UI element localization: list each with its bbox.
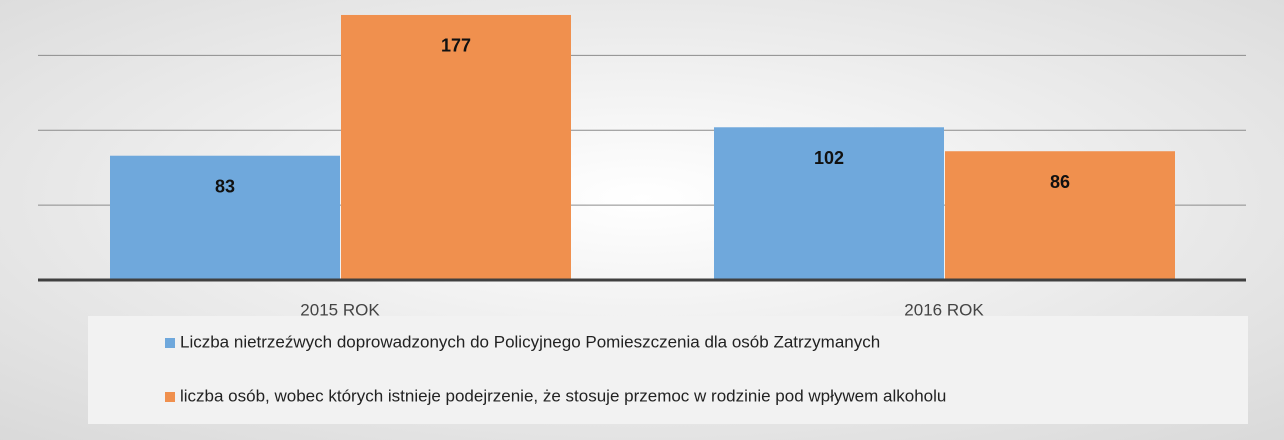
x-tick-label: 2016 ROK — [904, 300, 984, 319]
data-label: 102 — [814, 148, 844, 168]
data-label: 86 — [1050, 172, 1070, 192]
bar — [714, 127, 944, 280]
data-label: 177 — [441, 36, 471, 56]
bar — [945, 151, 1175, 280]
legend-box — [88, 316, 1248, 424]
legend-label: liczba osób, wobec których istnieje pode… — [180, 386, 946, 405]
x-tick-label: 2015 ROK — [300, 300, 380, 319]
legend-swatch — [165, 392, 175, 402]
legend-swatch — [165, 338, 175, 348]
data-label: 83 — [215, 176, 235, 196]
bar — [110, 155, 340, 280]
bar — [341, 14, 571, 280]
legend-label: Liczba nietrzeźwych doprowadzonych do Po… — [180, 332, 880, 351]
